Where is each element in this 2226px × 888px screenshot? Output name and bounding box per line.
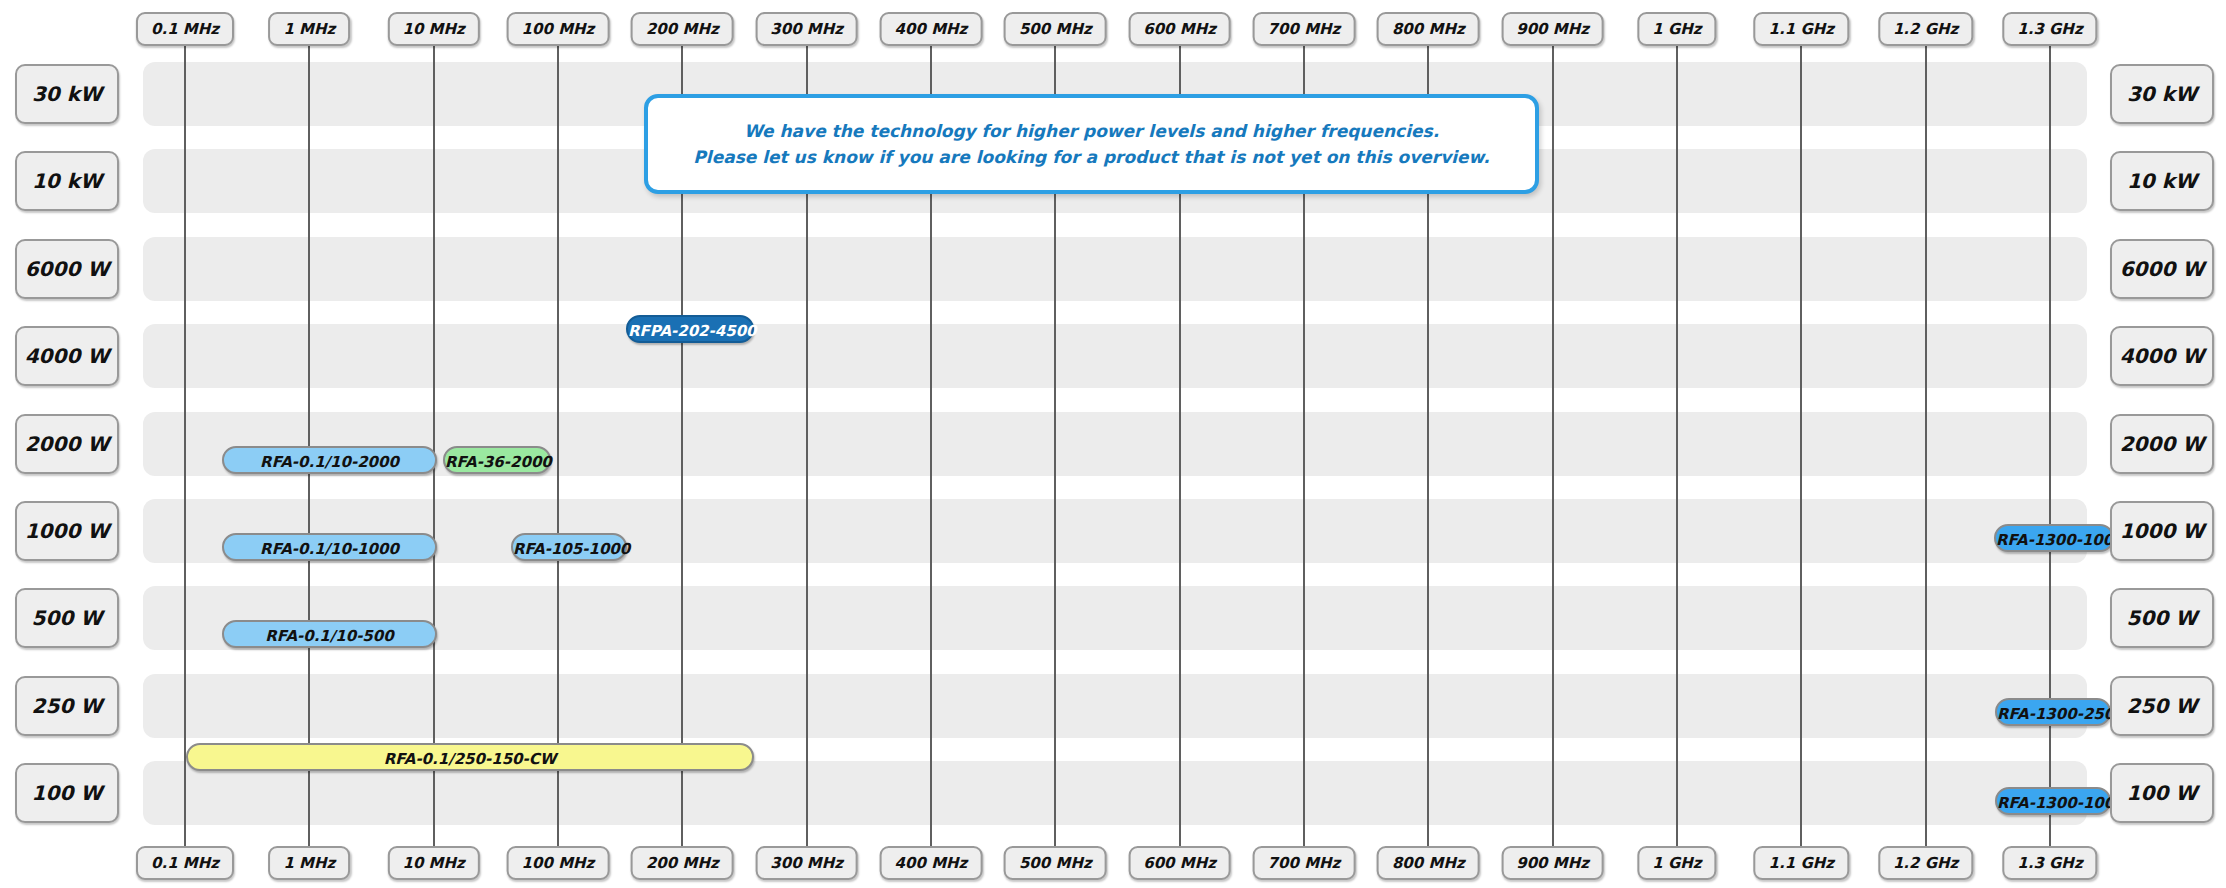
power-label-left: 10 kW [15, 151, 119, 211]
product-pill[interactable]: RFA-1300-250 [1995, 698, 2111, 726]
product-overview-chart: 0.1 MHz 1 MHz 10 MHz 100 MHz 200 MHz 300 MHz 4… [0, 0, 2226, 888]
product-pill[interactable]: RFPA-202-4500 [626, 315, 754, 343]
callout-note-line1: We have the technology for higher power … [744, 118, 1439, 144]
power-label-left: 2000 W [15, 414, 119, 474]
freq-label-bottom: 300 MHz [755, 846, 858, 880]
callout-note: We have the technology for higher power … [644, 94, 1539, 194]
power-label-right: 1000 W [2110, 501, 2214, 561]
product-pill[interactable]: RFA-36-2000 [443, 446, 551, 474]
freq-label-bottom: 1 MHz [268, 846, 350, 880]
freq-label-top: 1.3 GHz [2002, 12, 2097, 46]
freq-label-bottom: 600 MHz [1128, 846, 1231, 880]
power-label-left: 6000 W [15, 239, 119, 299]
product-pill[interactable]: RFA-0.1/10-1000 [222, 533, 437, 561]
freq-label-top: 800 MHz [1377, 12, 1480, 46]
freq-label-bottom: 100 MHz [507, 846, 610, 880]
freq-label-bottom: 200 MHz [631, 846, 734, 880]
power-label-right: 6000 W [2110, 239, 2214, 299]
power-label-left: 4000 W [15, 326, 119, 386]
power-label-right: 30 kW [2110, 64, 2214, 124]
freq-label-bottom: 400 MHz [880, 846, 983, 880]
grid-line [433, 42, 435, 846]
freq-label-top: 1.2 GHz [1878, 12, 1973, 46]
product-pill[interactable]: RFA-0.1/10-500 [222, 620, 437, 648]
freq-label-bottom: 800 MHz [1377, 846, 1480, 880]
power-label-left: 250 W [15, 676, 119, 736]
freq-label-bottom: 1.1 GHz [1754, 846, 1849, 880]
freq-label-top: 1 GHz [1637, 12, 1716, 46]
product-pill[interactable]: RFA-0.1/10-2000 [222, 446, 437, 474]
freq-label-bottom: 900 MHz [1501, 846, 1604, 880]
freq-label-bottom: 1.2 GHz [1878, 846, 1973, 880]
grid-line [1925, 42, 1927, 846]
freq-label-top: 0.1 MHz [136, 12, 234, 46]
power-label-left: 30 kW [15, 64, 119, 124]
freq-label-top: 300 MHz [755, 12, 858, 46]
power-label-left: 500 W [15, 588, 119, 648]
grid-line [1676, 42, 1678, 846]
power-label-right: 2000 W [2110, 414, 2214, 474]
grid-line [1552, 42, 1554, 846]
product-pill[interactable]: RFA-1300-1000 [1994, 524, 2114, 552]
freq-label-top: 1 MHz [268, 12, 350, 46]
freq-label-bottom: 700 MHz [1253, 846, 1356, 880]
product-pill[interactable]: RFA-1300-100 [1995, 787, 2111, 815]
power-label-right: 10 kW [2110, 151, 2214, 211]
power-label-right: 500 W [2110, 588, 2214, 648]
freq-label-bottom: 500 MHz [1004, 846, 1107, 880]
callout-note-line2: Please let us know if you are looking fo… [693, 144, 1489, 170]
freq-label-bottom: 1 GHz [1637, 846, 1716, 880]
freq-label-bottom: 0.1 MHz [136, 846, 234, 880]
power-label-left: 1000 W [15, 501, 119, 561]
product-pill[interactable]: RFA-0.1/250-150-CW [186, 743, 754, 771]
freq-label-bottom: 1.3 GHz [2002, 846, 2097, 880]
freq-label-top: 200 MHz [631, 12, 734, 46]
grid-line [557, 42, 559, 846]
freq-label-bottom: 10 MHz [388, 846, 480, 880]
freq-label-top: 500 MHz [1004, 12, 1107, 46]
grid-line [1800, 42, 1802, 846]
product-pill[interactable]: RFA-105-1000 [511, 533, 627, 561]
freq-label-top: 100 MHz [507, 12, 610, 46]
power-label-right: 100 W [2110, 763, 2214, 823]
grid-line [184, 42, 186, 846]
power-label-right: 4000 W [2110, 326, 2214, 386]
freq-label-top: 900 MHz [1501, 12, 1604, 46]
freq-label-top: 700 MHz [1253, 12, 1356, 46]
freq-label-top: 400 MHz [880, 12, 983, 46]
freq-label-top: 600 MHz [1128, 12, 1231, 46]
grid-line [308, 42, 310, 846]
freq-label-top: 10 MHz [388, 12, 480, 46]
power-label-left: 100 W [15, 763, 119, 823]
freq-label-top: 1.1 GHz [1754, 12, 1849, 46]
power-label-right: 250 W [2110, 676, 2214, 736]
